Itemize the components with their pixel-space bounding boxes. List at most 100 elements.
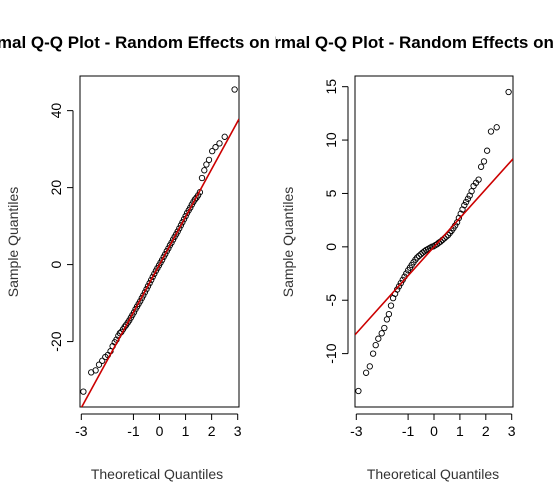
- right-x-tick-label: 0: [430, 423, 438, 439]
- left-y-axis-label: Sample Quantiles: [5, 187, 21, 298]
- right-plot-title: Normal Q-Q Plot - Random Effects on Bloc…: [252, 33, 553, 52]
- right-y-tick-label: 0: [323, 243, 339, 251]
- right-x-tick-label: 3: [508, 423, 516, 439]
- right-title-clip: Normal Q-Q Plot - Random Effects on Bloc…: [252, 33, 553, 52]
- left-x-axis: -3 -1 0 1 2 3: [75, 413, 242, 439]
- left-data-point: [92, 367, 99, 374]
- right-y-tick-label: -10: [323, 343, 339, 363]
- right-data-point: [415, 252, 423, 260]
- right-x-tick-label: 1: [456, 423, 464, 439]
- right-data-point: [366, 363, 373, 370]
- left-plot-title: Normal Q-Q Plot - Random Effects on Inte…: [0, 33, 347, 52]
- left-reference-line: [80, 118, 239, 407]
- left-data-point: [212, 144, 219, 151]
- left-data-point: [143, 286, 150, 293]
- right-data-point: [480, 158, 488, 165]
- left-data-point: [151, 270, 158, 277]
- right-x-tick-label: -1: [402, 423, 415, 439]
- left-y-tick-label: -20: [48, 331, 64, 351]
- left-x-tick-label: -3: [75, 423, 88, 439]
- left-x-tick-label: -1: [127, 423, 140, 439]
- right-y-axis: -10 -5 0 5 10 15: [323, 79, 349, 364]
- right-y-tick-label: 10: [323, 132, 339, 148]
- left-data-point: [221, 133, 228, 140]
- left-plot-frame: [79, 75, 240, 408]
- left-y-tick-label: 0: [48, 260, 64, 268]
- right-data-point: [505, 88, 512, 96]
- right-x-axis: -3 -1 0 1 2 3: [350, 413, 516, 439]
- right-data-point: [464, 195, 472, 202]
- right-data-point: [462, 198, 470, 206]
- left-y-tick-label: 40: [48, 103, 64, 119]
- right-plot-area: [355, 88, 513, 395]
- left-data-point: [180, 216, 188, 223]
- right-points: [355, 88, 512, 395]
- left-y-axis: -20 0 20 40: [48, 103, 74, 352]
- right-x-tick-label: 2: [482, 423, 490, 439]
- right-y-axis-label: Sample Quantiles: [280, 187, 296, 298]
- left-data-point: [146, 279, 153, 287]
- right-plot-frame: [354, 75, 514, 408]
- right-reference-line: [355, 158, 513, 336]
- left-data-point: [177, 222, 185, 229]
- left-x-tick-label: 1: [182, 423, 190, 439]
- left-data-point: [144, 282, 152, 290]
- left-data-point: [203, 161, 210, 168]
- left-data-point: [216, 140, 223, 147]
- left-x-tick-label: 3: [234, 423, 242, 439]
- right-data-point: [395, 283, 403, 290]
- left-x-tick-label: 2: [208, 423, 216, 439]
- left-data-point: [179, 219, 186, 226]
- left-data-point: [182, 212, 189, 220]
- left-data-point: [149, 273, 156, 281]
- left-data-point: [176, 225, 183, 232]
- left-data-point: [148, 276, 155, 284]
- right-x-tick-label: -3: [350, 423, 363, 439]
- right-data-point: [387, 302, 395, 309]
- left-data-point: [165, 245, 172, 252]
- left-data-point: [162, 251, 169, 258]
- left-data-point: [158, 256, 166, 264]
- left-x-tick-label: 0: [156, 423, 164, 439]
- left-data-point: [174, 228, 181, 235]
- right-y-tick-label: 15: [323, 79, 339, 95]
- right-data-point: [372, 341, 379, 349]
- right-data-point: [414, 254, 421, 261]
- right-data-point: [381, 324, 388, 332]
- right-y-tick-label: -5: [323, 294, 339, 307]
- left-y-tick-label: 20: [48, 180, 64, 196]
- left-data-point: [187, 204, 194, 211]
- right-data-point: [397, 279, 404, 287]
- left-data-point: [80, 388, 87, 395]
- left-data-point: [99, 357, 106, 364]
- right-data-point: [369, 350, 377, 357]
- right-data-point: [385, 310, 393, 318]
- left-data-point: [130, 309, 138, 316]
- right-data-point: [487, 128, 495, 135]
- left-plot-area: [80, 86, 239, 407]
- left-data-point: [209, 147, 216, 155]
- left-data-point: [205, 156, 213, 164]
- left-x-axis-label: Theoretical Quantiles: [91, 466, 223, 482]
- right-data-point: [355, 387, 362, 395]
- right-data-point: [378, 330, 385, 337]
- right-data-point: [362, 369, 370, 376]
- left-title-clip: Normal Q-Q Plot - Random Effects on Inte…: [0, 33, 347, 52]
- left-data-point: [191, 196, 199, 203]
- right-data-point: [383, 316, 391, 323]
- left-data-point: [95, 361, 103, 368]
- right-data-point: [475, 176, 482, 183]
- right-x-axis-label: Theoretical Quantiles: [367, 466, 499, 482]
- left-data-point: [198, 174, 206, 182]
- left-data-point: [141, 289, 149, 296]
- right-data-point: [375, 335, 382, 342]
- right-data-point: [477, 163, 485, 170]
- right-data-point: [483, 147, 491, 154]
- right-data-point: [461, 202, 468, 209]
- right-data-point: [493, 124, 500, 131]
- left-data-point: [201, 167, 208, 174]
